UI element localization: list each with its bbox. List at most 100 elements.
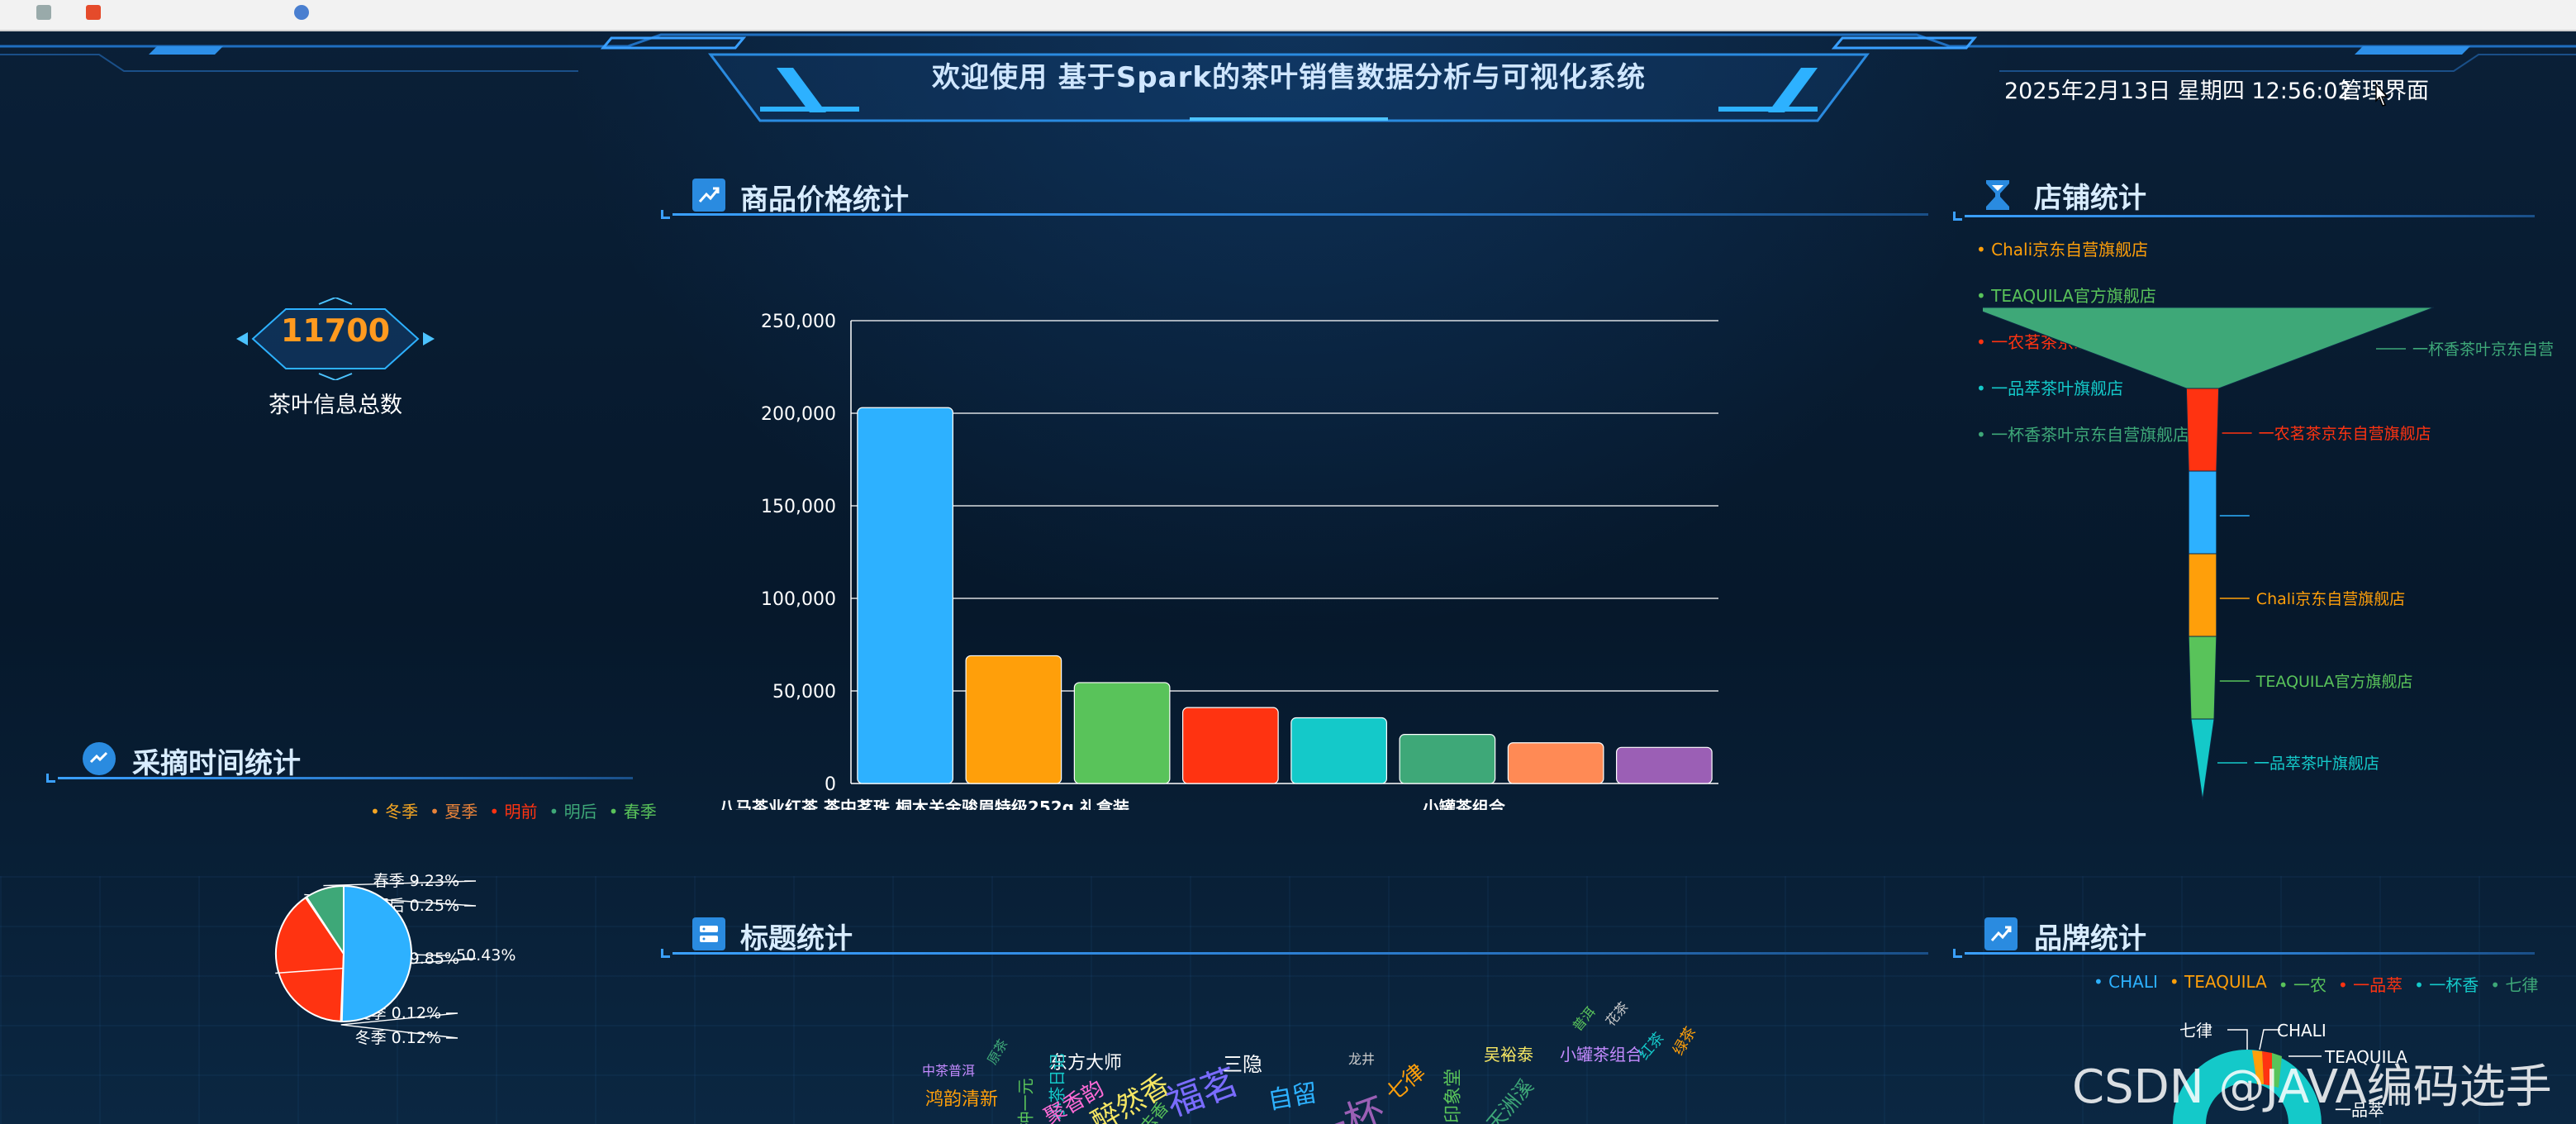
pie-slice[interactable] [340,884,412,1022]
brand-legend-item[interactable]: • 七律 [2490,975,2539,995]
price-bar[interactable] [1182,707,1279,784]
server-icon [692,917,725,950]
price-bar-chart: 0 50,000 100,000 150,000 200,000 250,000 八马茶业红… [719,312,1718,810]
shop-legend-item[interactable]: • Chali京东自营旗舰店 [1976,240,2149,260]
pie-label: 春季 9.23% [373,872,459,890]
funnel-label: 一品萃茶叶旗舰店 [2254,755,2379,773]
favicon-icon[interactable] [86,5,101,20]
word-cloud-word[interactable]: 东方大师 [1049,1053,1123,1074]
funnel-stage[interactable] [2185,388,2220,472]
y-tick-label: 150,000 [761,497,836,517]
word-cloud-word[interactable]: 冲一元 [1015,1078,1036,1124]
y-tick-label: 100,000 [761,589,836,610]
price-bar[interactable] [1290,717,1387,784]
app-grid-icon[interactable] [36,5,51,20]
pie-slice[interactable] [275,896,345,1022]
word-cloud-word[interactable]: 小罐茶组合 [1560,1045,1642,1064]
pie-label: 冬季 0.12% [355,1029,441,1047]
word-cloud-word[interactable]: 七律 [1381,1060,1431,1107]
picking-panel-line [46,774,633,783]
admin-link[interactable]: 管理界面 [2340,79,2429,104]
brand-legend-item[interactable]: • CHALI [2094,972,2158,992]
picking-legend-item[interactable]: • 冬季 [370,802,419,822]
y-tick-label: 0 [825,774,836,795]
title-stats-panel-line [661,949,1928,958]
word-cloud-word[interactable]: 绿茶 [1670,1023,1700,1059]
picking-panel-title: 采摘时间统计 [132,747,301,780]
brand-label: 七律 [2179,1021,2212,1041]
funnel-stage[interactable] [2188,636,2217,720]
brand-legend-item[interactable]: • TEAQUILA [2169,972,2267,992]
y-tick-label: 250,000 [761,312,836,332]
brand-donut-chart: 七律 CHALI TEAQUILA 一品萃 [2173,1021,2407,1124]
price-bar[interactable] [965,655,1062,784]
legend-dot-icon: • [1976,240,1992,260]
pie-label-line [323,880,477,887]
total-label: 茶叶信息总数 [269,393,402,418]
shop-legend-item[interactable]: • TEAQUILA官方旗舰店 [1976,286,2156,306]
funnel-label: 一农茗茶京东自营旗舰店 [2259,425,2431,443]
funnel-label: TEAQUILA官方旗舰店 [2255,673,2413,691]
brand-label: 一品萃 [2335,1100,2384,1120]
brand-label: TEAQUILA [2324,1047,2407,1067]
pie-label-line [275,958,477,974]
legend-dot-icon: • [1976,379,1992,398]
pie-label-line [341,1024,459,1039]
word-cloud-word[interactable]: 花茶 [1602,998,1632,1030]
shop-legend-item[interactable]: • 一品萃茶叶旗舰店 [1976,379,2124,398]
shop-panel-line [1953,212,2535,221]
trend-chart-icon [1984,917,2018,950]
word-cloud-word[interactable]: 鸿韵清新 [925,1089,999,1110]
total-count: 11700 [280,312,391,349]
funnel-label: Chali京东自营旗舰店 [2256,590,2406,608]
trend-circle-icon [83,742,116,775]
word-cloud-word[interactable]: 中茶普洱 [922,1063,976,1079]
funnel-stage[interactable] [1983,307,2435,389]
funnel-stage[interactable] [2188,553,2217,637]
picking-legend-item[interactable]: • 春季 [608,802,657,822]
page-title: 欢迎使用 基于Spark的茶叶销售数据分析与可视化系统 [932,61,1646,94]
watermark: CSDN @JAVA编码选手 [2072,1060,2552,1114]
brand-donut-slice [2272,1053,2282,1088]
bookmark-icon[interactable] [294,5,309,20]
shop-panel-title: 店铺统计 [2034,182,2146,215]
shop-legend-item[interactable]: • 一杯香茶叶京东自营旗舰店 [1976,425,2190,445]
brand-legend-item[interactable]: • 一农 [2278,975,2326,995]
word-cloud-word[interactable]: 龙井 [1348,1051,1376,1067]
brand-legend-item[interactable]: • 一杯香 [2414,975,2479,995]
word-cloud-word[interactable]: 三隐 [1223,1053,1262,1076]
browser-toolbar [0,0,2576,31]
funnel-label: 一杯香茶叶京东自营 [2412,341,2554,359]
legend-dot-icon: • [1976,286,1992,306]
word-cloud-word[interactable]: 普洱 [1569,1003,1599,1035]
brand-donut-slice [2173,1050,2322,1124]
picking-legend-item[interactable]: • 夏季 [430,802,478,822]
header-frame [0,33,2576,122]
word-cloud-word[interactable]: 吴裕泰 [1484,1045,1533,1064]
funnel-stage[interactable] [2190,718,2215,801]
funnel-stage[interactable] [2188,470,2217,555]
picking-pie-chart: 冬季 0.12%夏季 0.12%明前 39.85%明后 0.25%春季 9.23… [275,872,516,1047]
x-tick-label: 小罐茶组合 [1423,798,1506,810]
price-bar[interactable] [1399,734,1496,784]
brand-legend: • CHALI • TEAQUILA • 一农 • 一品萃 • 一杯香 • 七律 [2094,972,2538,996]
word-cloud-word[interactable]: 原茶 [984,1036,1011,1068]
pie-label-line [340,1012,459,1026]
hourglass-icon [1981,179,2014,212]
picking-legend-item[interactable]: • 明后 [549,802,597,822]
title-word-cloud: 中茶普洱 原茶 东方大师 鸿韵清新 冲一元 小茶日记 聚香韵 醉然香 去香 福茗 三隐 自留 一杯 龙井七… [892,983,1718,1124]
trend-chart-icon [692,179,725,212]
picking-legend-item[interactable]: • 明前 [489,802,538,822]
brand-legend-item[interactable]: • 一品萃 [2337,975,2403,995]
price-bar[interactable] [1507,742,1604,784]
price-bar[interactable] [1616,746,1713,784]
word-cloud-word[interactable]: 印象堂 [1443,1068,1465,1124]
word-cloud-word[interactable]: 天洲溪 [1482,1074,1538,1124]
pie-label: 50.43% [456,946,516,964]
price-bar[interactable] [1073,682,1171,784]
legend-dot-icon: • [1976,425,1992,445]
price-bar[interactable] [857,407,953,784]
picking-legend: • 冬季 • 夏季 • 明前 • 明后 • 春季 [370,798,657,822]
